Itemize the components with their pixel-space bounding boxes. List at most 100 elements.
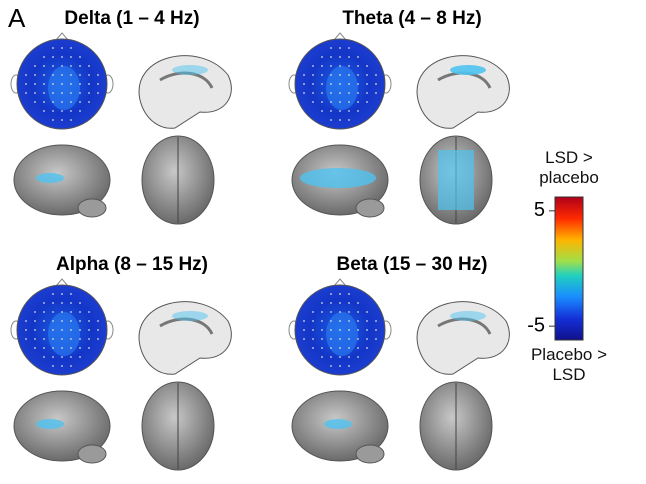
electrode bbox=[375, 338, 377, 340]
electrode bbox=[61, 338, 63, 340]
electrode bbox=[79, 329, 81, 331]
colorbar bbox=[554, 196, 584, 341]
electrode bbox=[321, 74, 323, 76]
electrode bbox=[348, 302, 350, 304]
electrode bbox=[339, 56, 341, 58]
electrode bbox=[52, 110, 54, 112]
electrode bbox=[312, 92, 314, 94]
electrode bbox=[348, 356, 350, 358]
electrode bbox=[339, 65, 341, 67]
electrode bbox=[88, 338, 90, 340]
electrode bbox=[348, 365, 350, 367]
electrode bbox=[330, 65, 332, 67]
electrode bbox=[61, 110, 63, 112]
electrode bbox=[88, 92, 90, 94]
electrode bbox=[330, 365, 332, 367]
electrode bbox=[79, 302, 81, 304]
electrode bbox=[312, 347, 314, 349]
electrode bbox=[321, 356, 323, 358]
electrode bbox=[88, 74, 90, 76]
electrode bbox=[321, 329, 323, 331]
electrode bbox=[357, 101, 359, 103]
electrode bbox=[366, 320, 368, 322]
electrode bbox=[321, 101, 323, 103]
electrode bbox=[375, 329, 377, 331]
electrode bbox=[357, 356, 359, 358]
electrode bbox=[52, 56, 54, 58]
electrode bbox=[348, 311, 350, 313]
electrode bbox=[61, 356, 63, 358]
electrode bbox=[52, 365, 54, 367]
electrode bbox=[375, 83, 377, 85]
electrode bbox=[70, 320, 72, 322]
topo-blob bbox=[48, 66, 80, 110]
electrode bbox=[25, 74, 27, 76]
electrode bbox=[70, 365, 72, 367]
electrode bbox=[357, 338, 359, 340]
electrode bbox=[52, 320, 54, 322]
colorbar-top-label: LSD > placebo bbox=[539, 148, 599, 187]
activation bbox=[324, 419, 352, 429]
electrode bbox=[70, 338, 72, 340]
electrode bbox=[70, 65, 72, 67]
topo-blob bbox=[326, 66, 358, 110]
electrode bbox=[88, 311, 90, 313]
activation bbox=[438, 150, 474, 210]
electrode bbox=[321, 56, 323, 58]
electrode bbox=[339, 101, 341, 103]
electrode bbox=[34, 338, 36, 340]
electrode bbox=[61, 92, 63, 94]
electrode bbox=[70, 356, 72, 358]
electrode bbox=[43, 320, 45, 322]
electrode bbox=[312, 311, 314, 313]
electrode bbox=[348, 293, 350, 295]
electrode bbox=[25, 83, 27, 85]
electrode bbox=[366, 347, 368, 349]
electrode bbox=[97, 92, 99, 94]
electrode bbox=[70, 56, 72, 58]
electrode bbox=[348, 347, 350, 349]
electrode bbox=[339, 347, 341, 349]
electrode bbox=[312, 65, 314, 67]
electrode bbox=[97, 338, 99, 340]
electrode bbox=[70, 47, 72, 49]
electrode bbox=[70, 119, 72, 121]
electrode bbox=[348, 74, 350, 76]
electrode bbox=[339, 356, 341, 358]
nose bbox=[333, 278, 347, 287]
electrode bbox=[70, 101, 72, 103]
electrode bbox=[88, 320, 90, 322]
electrode bbox=[348, 110, 350, 112]
electrode bbox=[321, 320, 323, 322]
electrode bbox=[43, 302, 45, 304]
electrode bbox=[97, 74, 99, 76]
electrode bbox=[366, 74, 368, 76]
electrode bbox=[330, 47, 332, 49]
panel-title: Delta (1 – 4 Hz) bbox=[64, 8, 199, 29]
electrode bbox=[348, 92, 350, 94]
electrode bbox=[330, 329, 332, 331]
electrode bbox=[52, 338, 54, 340]
electrode bbox=[339, 293, 341, 295]
electrode bbox=[312, 74, 314, 76]
electrode bbox=[303, 329, 305, 331]
electrode bbox=[79, 338, 81, 340]
electrode bbox=[312, 101, 314, 103]
electrode bbox=[34, 347, 36, 349]
electrode bbox=[43, 356, 45, 358]
cerebellum bbox=[77, 198, 107, 218]
electrode bbox=[88, 329, 90, 331]
electrode bbox=[61, 65, 63, 67]
electrode bbox=[70, 329, 72, 331]
electrode bbox=[366, 101, 368, 103]
electrode bbox=[303, 83, 305, 85]
electrode bbox=[34, 329, 36, 331]
electrode bbox=[97, 83, 99, 85]
electrode bbox=[357, 65, 359, 67]
electrode bbox=[25, 92, 27, 94]
electrode bbox=[357, 329, 359, 331]
electrode bbox=[312, 338, 314, 340]
electrode bbox=[357, 302, 359, 304]
topo-blob bbox=[48, 312, 80, 356]
electrode bbox=[330, 356, 332, 358]
